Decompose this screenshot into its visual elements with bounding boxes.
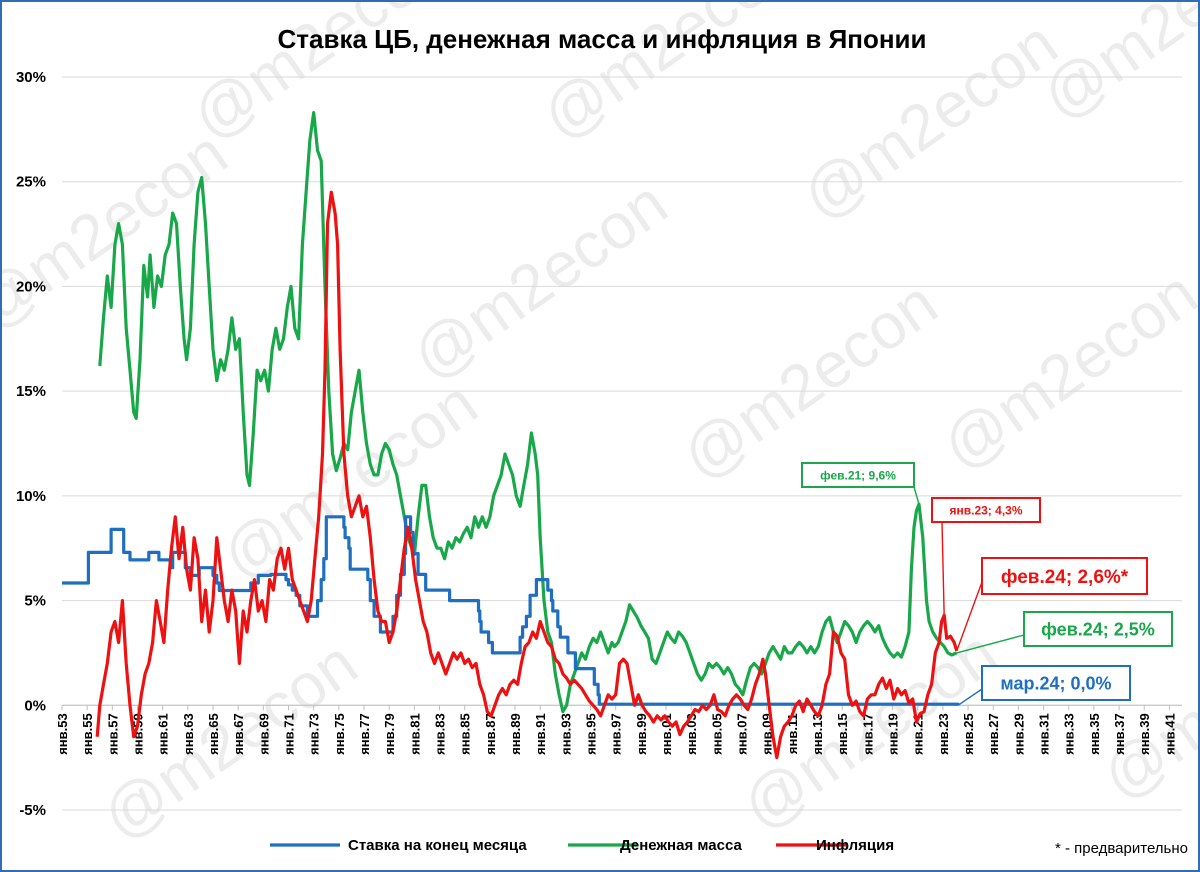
x-tick-label: янв.91 [533, 713, 548, 755]
footnote: * - предварительно [1055, 840, 1188, 857]
y-tick-label: -5% [19, 802, 46, 819]
x-tick-label: янв.37 [1112, 713, 1127, 755]
annotation-label: янв.23; 4,3% [950, 503, 1023, 517]
y-tick-label: 15% [16, 383, 46, 400]
x-tick-label: янв.63 [181, 713, 196, 755]
y-tick-label: 10% [16, 488, 46, 505]
annotation-label: мар.24; 0,0% [1000, 673, 1111, 693]
y-tick-label: 0% [24, 697, 46, 714]
watermark-text: @m2econ [929, 257, 1198, 484]
x-tick-label: янв.23 [936, 713, 951, 755]
x-tick-label: янв.83 [433, 713, 448, 755]
x-tick-label: янв.71 [282, 713, 297, 755]
x-tick-label: янв.53 [55, 713, 70, 755]
x-tick-label: янв.73 [307, 713, 322, 755]
annotation-label: фев.21; 9,6% [820, 468, 896, 482]
series-lines [62, 111, 960, 760]
x-tick-label: янв.65 [206, 713, 221, 755]
legend-label: Ставка на конец месяца [348, 837, 527, 854]
legend: Ставка на конец месяца Денежная масса Инфл… [270, 837, 894, 854]
x-tick-label: янв.13 [810, 713, 825, 755]
annotation-connector [956, 634, 1025, 654]
x-tick-label: янв.15 [835, 713, 850, 755]
x-axis: янв.53 янв.55 янв.57 янв.59 янв.61 янв.63 янв.… [55, 704, 1182, 755]
series-line-2 [95, 190, 959, 760]
x-tick-label: янв.93 [558, 713, 573, 755]
annotations: фев.21; 9,6% янв.23; 4,3% фев.24; 2,6%* фев… [801, 462, 1173, 706]
y-tick-label: 5% [24, 593, 46, 610]
x-tick-label: янв.97 [609, 713, 624, 755]
x-tick-label: янв.33 [1062, 713, 1077, 755]
annotation-label: фев.24; 2,5% [1041, 619, 1155, 639]
watermark-text: @m2econ [399, 167, 680, 394]
annotation-box [801, 462, 915, 488]
y-tick-label: 25% [16, 174, 46, 191]
x-tick-label: янв.19 [886, 713, 901, 755]
x-tick-label: янв.11 [785, 713, 800, 754]
x-tick-label: янв.75 [332, 713, 347, 755]
series-line-1 [98, 111, 958, 714]
annotation-box [981, 665, 1131, 701]
x-tick-label: янв.27 [986, 713, 1001, 755]
x-tick-label: янв.81 [407, 713, 422, 755]
x-tick-label: янв.05 [709, 713, 724, 755]
x-tick-label: янв.17 [860, 713, 875, 755]
x-tick-label: янв.59 [131, 713, 146, 755]
annotation-connector [913, 486, 920, 505]
x-tick-label: янв.99 [634, 713, 649, 755]
annotation-label: фев.24; 2,6%* [1001, 567, 1129, 588]
x-tick-label: янв.21 [911, 713, 926, 755]
x-tick-label: янв.35 [1087, 713, 1102, 755]
annotation-connector [941, 521, 945, 616]
x-tick-label: янв.61 [156, 713, 171, 755]
chart-title: Ставка ЦБ, денежная масса и инфляция в Я… [277, 24, 926, 54]
x-tick-label: янв.57 [105, 713, 120, 755]
y-tick-label: 20% [16, 278, 46, 295]
x-tick-label: янв.25 [961, 713, 976, 755]
x-tick-label: янв.55 [80, 713, 95, 755]
x-tick-label: янв.41 [1162, 713, 1177, 755]
watermark-text: @m2econ [1029, 2, 1198, 133]
x-tick-label: янв.85 [458, 713, 473, 755]
x-tick-label: янв.69 [256, 713, 271, 755]
legend-label: Денежная масса [620, 837, 742, 854]
annotation-box [1023, 611, 1173, 647]
legend-label: Инфляция [816, 837, 894, 854]
x-tick-label: янв.67 [231, 713, 246, 755]
x-tick-label: янв.79 [382, 713, 397, 755]
annotation-box [931, 497, 1041, 523]
y-tick-label: 30% [16, 69, 46, 86]
x-tick-label: янв.77 [357, 713, 372, 755]
annotation-box [981, 557, 1148, 595]
x-tick-label: янв.95 [584, 713, 599, 755]
x-tick-label: янв.89 [508, 713, 523, 755]
annotation-connector [957, 688, 983, 706]
x-tick-label: янв.39 [1137, 713, 1152, 755]
x-tick-label: янв.07 [735, 713, 750, 755]
y-axis: -5% 0% 5% 10% 15% 20% 25% 30% [16, 69, 46, 819]
x-tick-label: янв.03 [684, 713, 699, 755]
x-tick-label: янв.31 [1037, 713, 1052, 755]
watermark-text: @m2econ [669, 267, 950, 494]
x-tick-label: янв.87 [483, 713, 498, 755]
annotation-connector [956, 581, 983, 652]
x-tick-label: янв.29 [1011, 713, 1026, 755]
